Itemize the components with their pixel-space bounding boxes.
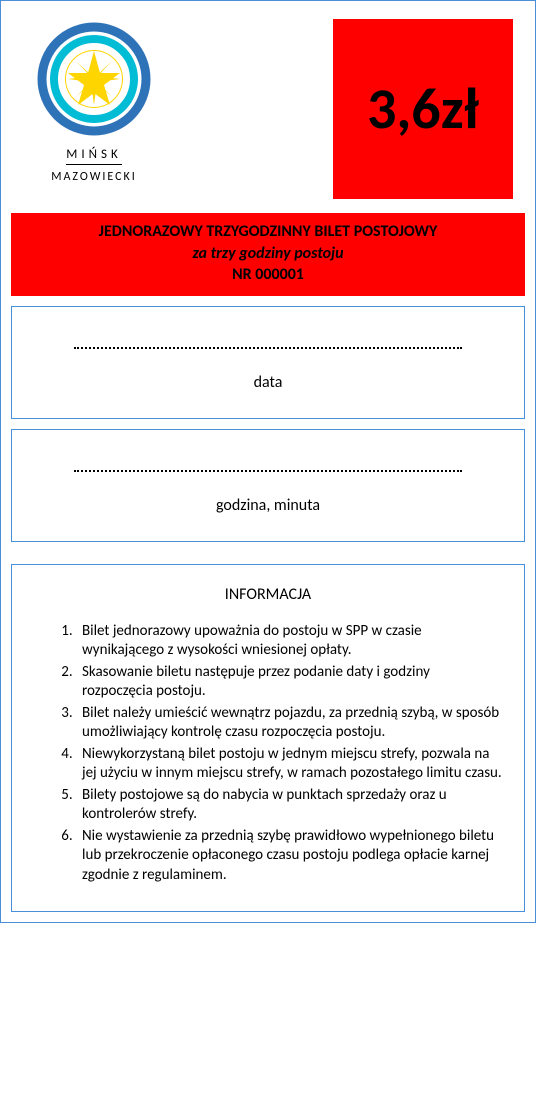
parking-ticket: MIŃSK MAZOWIECKI 3,6zł JEDNORAZOWY TRZYG… (0, 0, 536, 923)
title-line-3: NR 000001 (17, 264, 519, 286)
info-item: Bilet jednorazowy upoważnia do postoju w… (76, 622, 502, 661)
title-line-2: za trzy godziny postoju (17, 243, 519, 265)
info-item: Skasowanie biletu następuje przez podani… (76, 663, 502, 702)
title-line-1: JEDNORAZOWY TRZYGODZINNY BILET POSTOJOWY (17, 221, 519, 243)
ticket-number: 000001 (255, 265, 304, 284)
info-item: Bilety postojowe są do nabycia w punktac… (76, 786, 502, 825)
time-label: godzina, minuta (32, 496, 504, 515)
info-heading: INFORMACJA (34, 585, 502, 604)
price-amount: 3,6zł (367, 80, 479, 138)
city-logo: MIŃSK MAZOWIECKI (29, 19, 159, 185)
ticket-number-prefix: NR (232, 265, 252, 284)
info-item: Niewykorzystaną bilet postoju w jednym m… (76, 745, 502, 784)
time-field-box: godzina, minuta (11, 429, 525, 542)
date-field-box: data (11, 306, 525, 419)
ticket-title-bar: JEDNORAZOWY TRZYGODZINNY BILET POSTOJOWY… (11, 213, 525, 296)
logo-region-name: MAZOWIECKI (51, 170, 137, 184)
price-box: 3,6zł (333, 19, 513, 199)
info-item: Bilet należy umieścić wewnątrz pojazdu, … (76, 704, 502, 743)
time-write-line (74, 470, 461, 472)
date-label: data (32, 373, 504, 392)
logo-city-name: MIŃSK (66, 148, 122, 165)
header-row: MIŃSK MAZOWIECKI 3,6zł (11, 9, 525, 205)
info-item: Nie wystawienie za przednią szybę prawid… (76, 827, 502, 886)
logo-text: MIŃSK MAZOWIECKI (51, 145, 137, 185)
date-write-line (74, 347, 461, 349)
info-list: Bilet jednorazowy upoważnia do postoju w… (34, 622, 502, 886)
info-box: INFORMACJA Bilet jednorazowy upoważnia d… (11, 564, 525, 913)
logo-graphic (34, 19, 154, 139)
